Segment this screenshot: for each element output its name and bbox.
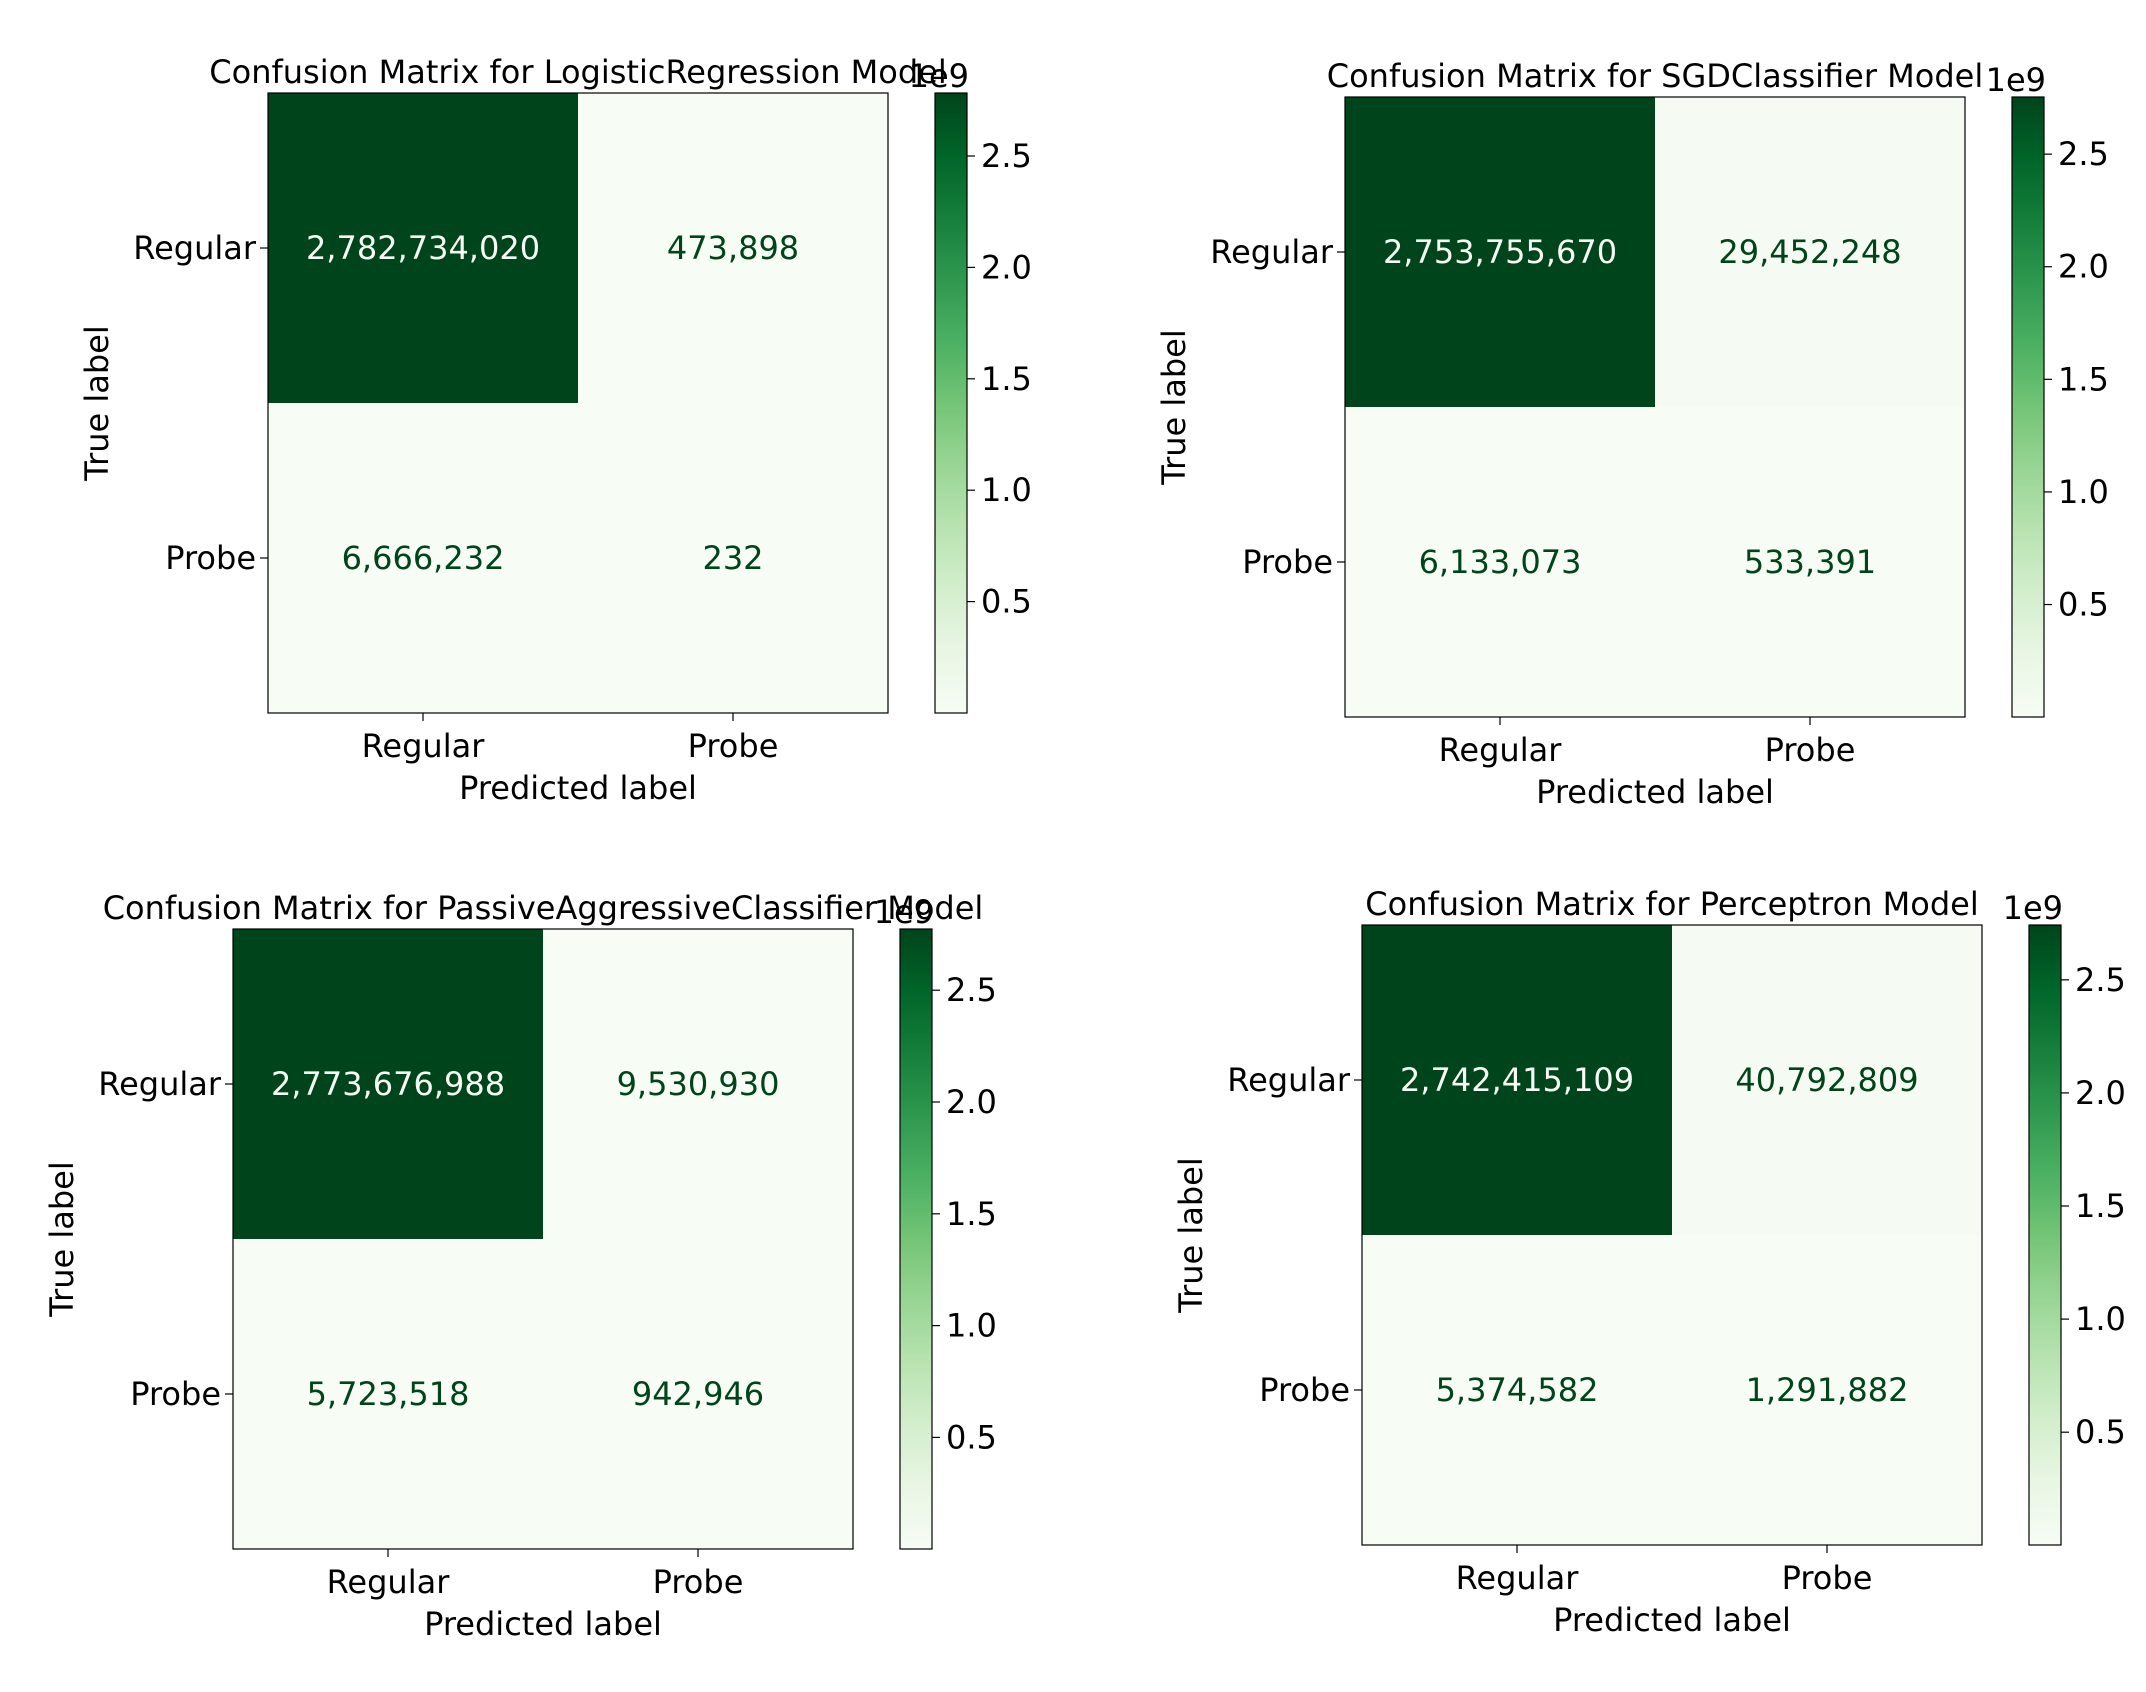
colorbar-tick-label: 2.5 xyxy=(2058,135,2109,173)
colorbar-tick-label: 2.0 xyxy=(2075,1074,2126,1112)
x-axis-label: Predicted label xyxy=(1536,773,1774,811)
colorbar-tick-label: 1.0 xyxy=(946,1307,997,1345)
cell-value-label: 2,753,755,670 xyxy=(1383,233,1617,271)
colorbar-offset-text: 1e9 xyxy=(2003,889,2063,927)
cell-value-label: 942,946 xyxy=(632,1375,764,1413)
y-tick-label: Regular xyxy=(1227,1061,1351,1099)
chart-title: Confusion Matrix for SGDClassifier Model xyxy=(1327,57,1984,95)
confusion-matrix-panel-1: 2,782,734,020 473,898 6,666,232 232 Regular P… xyxy=(78,53,1032,807)
colorbar-tick-label: 1.0 xyxy=(981,471,1032,509)
matrix-cell-r0-c0 xyxy=(268,93,578,403)
chart-title: Confusion Matrix for PassiveAggressiveCl… xyxy=(103,889,984,927)
cell-value-label: 29,452,248 xyxy=(1718,233,1901,271)
matrix-cell-r1-c1 xyxy=(543,1239,853,1549)
matrix-cell-r0-c1 xyxy=(543,929,853,1239)
matrix-cell-r0-c1 xyxy=(1672,925,1982,1235)
cell-value-label: 232 xyxy=(702,539,763,577)
colorbar-tick-label: 0.5 xyxy=(2058,586,2109,624)
colorbar-offset-text: 1e9 xyxy=(1986,61,2046,99)
confusion-matrix-panel-4: 2,742,415,109 40,792,809 5,374,582 1,291,88… xyxy=(1172,885,2126,1639)
matrix-cell-r0-c1 xyxy=(1655,97,1965,407)
axes-frame xyxy=(267,92,889,714)
chart-title: Confusion Matrix for Perceptron Model xyxy=(1365,885,1978,923)
confusion-matrix-panel-3: 2,773,676,988 9,530,930 5,723,518 942,946 Re… xyxy=(43,889,997,1643)
cell-value-label: 2,773,676,988 xyxy=(271,1065,505,1103)
y-axis-label: True label xyxy=(1172,1157,1210,1314)
cell-value-label: 533,391 xyxy=(1744,543,1876,581)
matrix-cell-r0-c1 xyxy=(578,93,888,403)
cell-value-label: 6,666,232 xyxy=(342,539,505,577)
matrix-cell-r1-c0 xyxy=(233,1239,543,1549)
cell-value-label: 1,291,882 xyxy=(1746,1371,1909,1409)
cell-value-label: 2,742,415,109 xyxy=(1400,1061,1634,1099)
matrix-cell-r1-c1 xyxy=(578,403,888,713)
y-axis-label: True label xyxy=(43,1161,81,1318)
colorbar-tick-label: 0.5 xyxy=(981,583,1032,621)
colorbar-tick-label: 2.5 xyxy=(2075,961,2126,999)
y-tick-label: Probe xyxy=(165,539,256,577)
y-tick-label: Probe xyxy=(130,1375,221,1413)
axes-frame xyxy=(1344,96,1966,718)
y-tick-label: Probe xyxy=(1242,543,1333,581)
x-axis-label: Predicted label xyxy=(424,1605,662,1643)
colorbar-offset-text: 1e9 xyxy=(874,893,934,931)
x-tick-label: Probe xyxy=(1782,1559,1873,1597)
x-tick-label: Regular xyxy=(327,1563,451,1601)
colorbar xyxy=(2011,96,2045,718)
cell-value-label: 5,374,582 xyxy=(1436,1371,1599,1409)
x-tick-label: Regular xyxy=(362,727,486,765)
colorbar-tick-label: 1.5 xyxy=(981,360,1032,398)
cell-value-label: 2,782,734,020 xyxy=(306,229,540,267)
confusion-matrix-panel-2: 2,753,755,670 29,452,248 6,133,073 533,391 R… xyxy=(1155,57,2109,811)
matrix-cell-r0-c0 xyxy=(233,929,543,1239)
cell-value-label: 9,530,930 xyxy=(617,1065,780,1103)
matrix-cell-r1-c1 xyxy=(1672,1235,1982,1545)
colorbar-tick-label: 1.5 xyxy=(2075,1187,2126,1225)
colorbar-tick-label: 0.5 xyxy=(2075,1413,2126,1451)
y-tick-label: Probe xyxy=(1259,1371,1350,1409)
colorbar-tick-label: 0.5 xyxy=(946,1418,997,1456)
x-tick-label: Probe xyxy=(653,1563,744,1601)
colorbar xyxy=(934,92,968,714)
y-tick-label: Regular xyxy=(133,229,257,267)
colorbar-tick-label: 2.0 xyxy=(2058,248,2109,286)
y-axis-label: True label xyxy=(78,325,116,482)
matrix-cell-r1-c0 xyxy=(268,403,578,713)
colorbar-tick-label: 1.0 xyxy=(2075,1300,2126,1338)
chart-title: Confusion Matrix for LogisticRegression … xyxy=(209,53,946,91)
y-tick-label: Regular xyxy=(1210,233,1334,271)
cell-value-label: 5,723,518 xyxy=(307,1375,470,1413)
colorbar xyxy=(899,928,933,1550)
colorbar-tick-label: 2.5 xyxy=(946,971,997,1009)
colorbar-offset-text: 1e9 xyxy=(909,57,969,95)
x-axis-label: Predicted label xyxy=(1553,1601,1791,1639)
matrix-cell-r1-c0 xyxy=(1362,1235,1672,1545)
matrix-cell-r0-c0 xyxy=(1345,97,1655,407)
colorbar-tick-label: 2.0 xyxy=(946,1083,997,1121)
colorbar-tick-label: 2.0 xyxy=(981,248,1032,286)
x-tick-label: Probe xyxy=(688,727,779,765)
colorbar xyxy=(2028,924,2062,1546)
colorbar-tick-label: 1.5 xyxy=(2058,360,2109,398)
cell-value-label: 6,133,073 xyxy=(1419,543,1582,581)
x-tick-label: Probe xyxy=(1765,731,1856,769)
matrix-cell-r1-c1 xyxy=(1655,407,1965,717)
axes-frame xyxy=(1361,924,1983,1546)
x-tick-label: Regular xyxy=(1439,731,1563,769)
matrix-cell-r1-c0 xyxy=(1345,407,1655,717)
y-tick-label: Regular xyxy=(98,1065,222,1103)
x-axis-label: Predicted label xyxy=(459,769,697,807)
x-tick-label: Regular xyxy=(1456,1559,1580,1597)
matrix-cell-r0-c0 xyxy=(1362,925,1672,1235)
colorbar-tick-label: 1.5 xyxy=(946,1195,997,1233)
cell-value-label: 40,792,809 xyxy=(1735,1061,1918,1099)
cell-value-label: 473,898 xyxy=(667,229,799,267)
axes-frame xyxy=(232,928,854,1550)
y-axis-label: True label xyxy=(1155,329,1193,486)
colorbar-tick-label: 1.0 xyxy=(2058,473,2109,511)
colorbar-tick-label: 2.5 xyxy=(981,137,1032,175)
